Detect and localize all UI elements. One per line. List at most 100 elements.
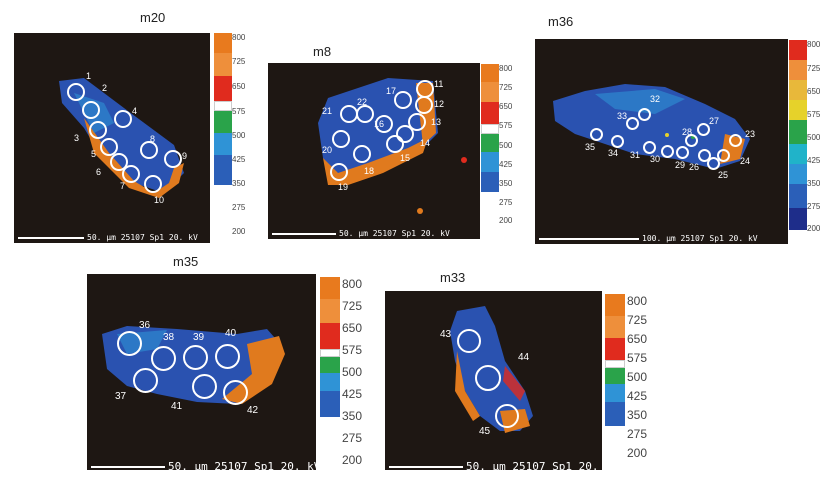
analysis-spot (475, 365, 501, 391)
spot-label: 32 (650, 94, 661, 104)
scale-label: 200 (499, 216, 513, 225)
scale-label: 425 (342, 387, 363, 401)
spot-label: 34 (608, 148, 619, 158)
scale-label: 800 (499, 64, 513, 73)
spot-label: 16 (374, 119, 385, 129)
spot-label: 37 (115, 391, 127, 402)
scale-label: 425 (499, 160, 513, 169)
analysis-spot (89, 121, 107, 139)
scale-label: 725 (342, 299, 363, 313)
analysis-spot (117, 331, 142, 356)
spot-label: 12 (434, 99, 445, 109)
spot-label: 40 (225, 328, 237, 339)
scale-label: 500 (232, 131, 246, 140)
scale-label: 350 (342, 409, 363, 423)
scale-label: 575 (807, 110, 821, 119)
scale-label: 650 (807, 87, 821, 96)
scale-bar: 50. µm 25107 Sp1 20. kV (389, 460, 618, 473)
analysis-spot (415, 96, 433, 114)
spot-label: 21 (322, 106, 333, 116)
scale-label: 275 (232, 203, 246, 212)
analysis-spot (394, 91, 412, 109)
spot-label: 38 (163, 332, 175, 343)
panel-title: m36 (548, 14, 574, 29)
spot-label: 18 (364, 166, 375, 176)
bse-image: 36 37 38 39 40 41 42 50. µm 25107 Sp1 20… (87, 274, 320, 473)
spot-label: 3 (74, 133, 80, 143)
analysis-spot (223, 380, 248, 405)
spot-label: 15 (400, 153, 411, 163)
analysis-spot (144, 175, 162, 193)
scale-label: 575 (342, 343, 363, 357)
analysis-spot (643, 141, 656, 154)
analysis-spot (626, 117, 639, 130)
analysis-spot (140, 141, 158, 159)
scale-label: 275 (499, 198, 513, 207)
spot-label: 36 (139, 320, 151, 331)
spot-label: 29 (675, 160, 686, 170)
scale-label: 500 (627, 370, 648, 384)
scale-label: 350 (627, 408, 648, 422)
analysis-spot (110, 153, 128, 171)
scale-label: 200 (807, 224, 821, 233)
analysis-spot (375, 115, 393, 133)
spot-label: 42 (247, 405, 259, 416)
scale-bar: 50. µm 25107 Sp1 20. kV (272, 229, 450, 238)
scale-label: 650 (232, 82, 246, 91)
analysis-spot (685, 134, 698, 147)
spot-label: 8 (150, 134, 156, 144)
spot-label: 19 (338, 182, 349, 192)
spot-label: 23 (745, 129, 756, 139)
scale-label: 725 (807, 64, 821, 73)
scale-bar: 100. µm 25107 Sp1 20. kV (539, 234, 758, 243)
analysis-spot (698, 149, 711, 162)
scale-label: 500 (499, 141, 513, 150)
analysis-spot (100, 138, 118, 156)
spot-label: 22 (357, 97, 368, 107)
spot-label: 27 (709, 116, 720, 126)
spot-label: 20 (322, 145, 333, 155)
bse-image: 11 12 13 14 15 16 17 18 19 20 21 22 50. … (268, 63, 480, 239)
analysis-spot (661, 145, 674, 158)
spot-label: 6 (96, 167, 102, 177)
spot-label: 1 (86, 71, 92, 81)
scale-label: 725 (232, 57, 246, 66)
scale-label: 800 (342, 277, 363, 291)
analysis-spot (192, 374, 217, 399)
spot-label: 5 (91, 149, 97, 159)
analysis-spot (676, 146, 689, 159)
analysis-spot (408, 113, 426, 131)
analysis-spot (386, 135, 404, 153)
analysis-spot (122, 165, 140, 183)
scale-label: 425 (807, 156, 821, 165)
spot-label: 39 (193, 332, 205, 343)
analysis-spot (638, 108, 651, 121)
spot-label: 7 (120, 181, 126, 191)
scale-label: 425 (627, 389, 648, 403)
bse-image: 23 24 25 26 27 28 29 30 31 32 33 34 35 1… (535, 39, 788, 244)
bse-image: 1 2 3 4 5 6 7 8 9 10 50. µm 25107 Sp1 20… (14, 33, 210, 243)
scale-label: 800 (627, 294, 648, 308)
analysis-spot (330, 163, 348, 181)
analysis-spot (67, 83, 85, 101)
panel-title: m20 (140, 10, 166, 25)
scale-label: 650 (499, 102, 513, 111)
scale-label: 800 (232, 33, 246, 42)
spot-label: 31 (630, 150, 641, 160)
grain-map (553, 84, 750, 169)
analysis-spot (729, 134, 742, 147)
scale-bar: 50. µm 25107 Sp1 20. kV (91, 460, 320, 473)
analysis-spot (590, 128, 603, 141)
spot-label: 24 (740, 156, 751, 166)
spot-label: 9 (182, 151, 188, 161)
analysis-spot (707, 157, 720, 170)
analysis-spot (697, 123, 710, 136)
spot-label: 44 (518, 352, 530, 363)
bse-image: 43 44 45 50. µm 25107 Sp1 20. kV (385, 291, 618, 473)
scale-label: 500 (342, 365, 363, 379)
analysis-spot (332, 130, 350, 148)
spot-label: 45 (479, 426, 491, 437)
analysis-spot (353, 145, 371, 163)
scale-label: 800 (807, 40, 821, 49)
scale-label: 425 (232, 155, 246, 164)
